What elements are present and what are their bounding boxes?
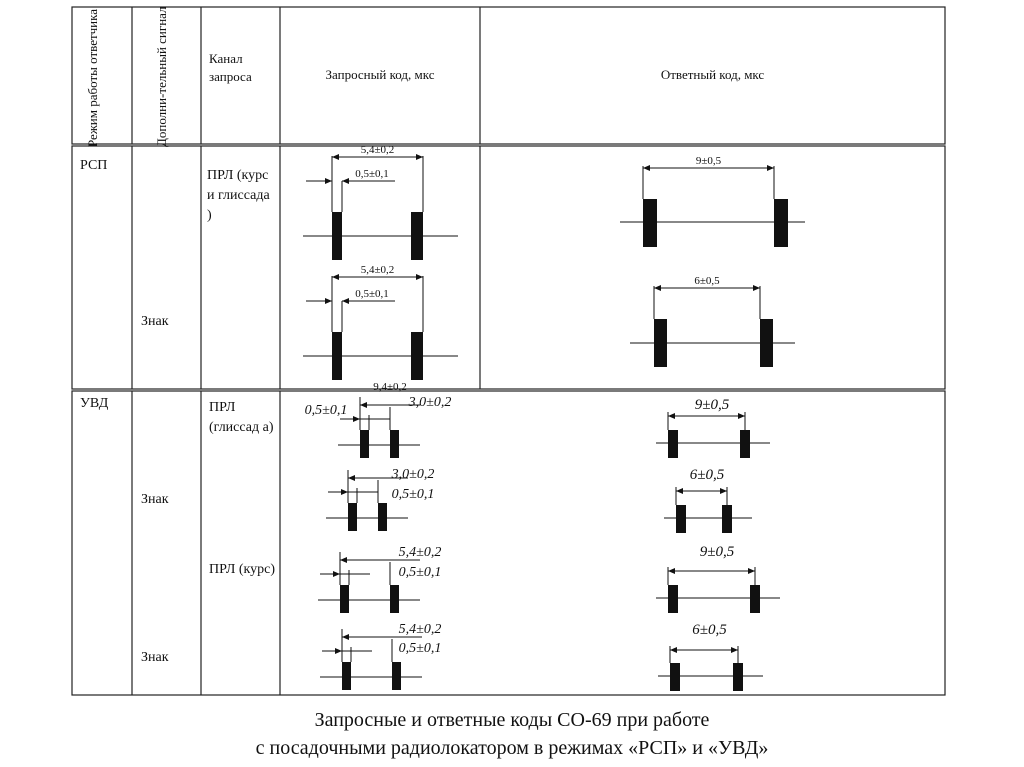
extra-znak-uvd-1: Знак <box>141 492 169 507</box>
response-pulse <box>668 585 678 613</box>
arrow-head <box>748 568 755 574</box>
arrow-head <box>342 634 349 640</box>
request-pulse <box>332 332 342 380</box>
arrow-head <box>332 274 339 280</box>
request-pulse <box>332 212 342 260</box>
request-interval-label: 3,0±0,2 <box>391 467 435 482</box>
response-interval-label: 9±0,5 <box>700 544 735 560</box>
arrow-head <box>333 571 340 577</box>
response-pulse <box>740 430 750 458</box>
caption-line-2: с посадочными радиолокатором в режимах «… <box>255 737 769 759</box>
arrow-head <box>753 285 760 291</box>
extra-znak-rsp: Знак <box>141 314 169 329</box>
request-interval-label: 5,4±0,2 <box>399 545 442 560</box>
header-extra-signal: Дополни-тельный сигнал <box>154 6 169 147</box>
cut-label: 9,4±0,2 <box>373 381 407 393</box>
header-request-code: Запросный код, мкс <box>325 67 435 82</box>
response-pulse <box>760 319 773 367</box>
request-pulse <box>342 662 351 690</box>
request-pulse <box>340 585 349 613</box>
channel-uvd-course: ПРЛ (курс) <box>209 562 275 577</box>
response-pulse <box>670 663 680 691</box>
response-pulse <box>750 585 760 613</box>
request-pulse <box>348 503 357 531</box>
arrow-head <box>335 648 342 654</box>
response-pulse <box>774 199 788 247</box>
arrow-head <box>348 475 355 481</box>
arrow-head <box>341 489 348 495</box>
response-pulse <box>668 430 678 458</box>
arrow-head <box>720 488 727 494</box>
arrow-head <box>668 413 675 419</box>
arrow-head <box>340 557 347 563</box>
request-pulse <box>378 503 387 531</box>
request-interval-label: 0,5±0,1 <box>305 403 348 418</box>
header-response-code: Ответный код, мкс <box>660 67 765 82</box>
request-interval-label: 3,0±0,2 <box>408 395 452 410</box>
arrow-head <box>731 647 738 653</box>
request-pulse <box>411 332 423 380</box>
arrow-head <box>353 416 360 422</box>
mode-uvd: УВД <box>80 396 109 411</box>
response-interval-label: 6±0,5 <box>690 467 725 483</box>
request-outer-interval: 5,4±0,2 <box>361 264 395 276</box>
response-pulse <box>643 199 657 247</box>
request-pulse <box>360 430 369 458</box>
channel-rsp: ПРЛ (курс и глиссада ) <box>207 168 270 223</box>
request-inner-interval: 0,5±0,1 <box>355 168 389 180</box>
mode-rsp: РСП <box>80 158 108 173</box>
arrow-head <box>738 413 745 419</box>
response-pulse <box>733 663 743 691</box>
response-interval: 9±0,5 <box>696 155 722 167</box>
header-mode: Режим работы ответчика <box>85 8 100 147</box>
request-pulse <box>392 662 401 690</box>
response-pulse <box>722 505 732 533</box>
arrow-head <box>668 568 675 574</box>
response-interval: 6±0,5 <box>694 275 720 287</box>
request-pulse <box>411 212 423 260</box>
request-pulse <box>390 430 399 458</box>
arrow-head <box>670 647 677 653</box>
arrow-head <box>416 274 423 280</box>
arrow-head <box>325 298 332 304</box>
arrow-head <box>643 165 650 171</box>
response-pulse <box>676 505 686 533</box>
response-pulse <box>654 319 667 367</box>
request-outer-interval: 5,4±0,2 <box>361 144 395 156</box>
arrow-head <box>360 402 367 408</box>
arrow-head <box>325 178 332 184</box>
caption-line-1: Запросные и ответные коды СО-69 при рабо… <box>314 709 710 731</box>
arrow-head <box>654 285 661 291</box>
extra-znak-uvd-2: Знак <box>141 650 169 665</box>
request-interval-label: 0,5±0,1 <box>399 565 442 580</box>
arrow-head <box>676 488 683 494</box>
request-interval-label: 0,5±0,1 <box>399 641 442 656</box>
arrow-head <box>332 154 339 160</box>
arrow-head <box>342 178 349 184</box>
channel-uvd-glide: ПРЛ (глиссад а) <box>209 400 274 435</box>
request-interval-label: 0,5±0,1 <box>392 487 435 502</box>
table-grid <box>71 6 946 696</box>
request-interval-label: 5,4±0,2 <box>399 622 442 637</box>
response-interval-label: 6±0,5 <box>692 622 727 638</box>
arrow-head <box>767 165 774 171</box>
arrow-head <box>342 298 349 304</box>
header-channel: Канал запроса <box>209 51 252 84</box>
request-pulse <box>390 585 399 613</box>
response-interval-label: 9±0,5 <box>695 397 730 413</box>
request-inner-interval: 0,5±0,1 <box>355 288 389 300</box>
arrow-head <box>416 154 423 160</box>
